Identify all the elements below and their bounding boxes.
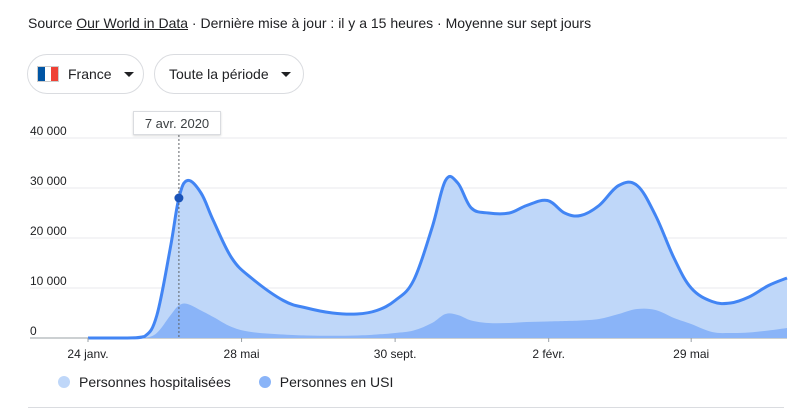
legend-label-usi: Personnes en USI bbox=[279, 374, 394, 390]
chart-legend: Personnes hospitalisées Personnes en USI bbox=[58, 374, 421, 390]
country-filter-dropdown[interactable]: France bbox=[27, 54, 144, 94]
y-tick-label: 30 000 bbox=[30, 174, 67, 188]
flag-stripe-blue bbox=[38, 67, 45, 81]
flag-stripe-white bbox=[44, 67, 52, 81]
source-link[interactable]: Our World in Data bbox=[76, 15, 189, 31]
period-filter-dropdown[interactable]: Toute la période bbox=[154, 54, 304, 94]
legend-dot-usi bbox=[258, 376, 271, 388]
y-tick-label: 40 000 bbox=[30, 124, 67, 138]
x-tick-label: 24 janv. bbox=[67, 347, 108, 361]
legend-label-hospitalises: Personnes hospitalisées bbox=[79, 374, 231, 390]
source-prefix: Source bbox=[28, 15, 73, 31]
y-tick-label: 20 000 bbox=[30, 224, 67, 238]
area-personnes-hospitalisees bbox=[88, 176, 787, 338]
x-tick-label: 28 mai bbox=[224, 347, 260, 361]
bottom-divider bbox=[28, 407, 784, 408]
caret-down-icon bbox=[123, 71, 134, 77]
line-personnes-hospitalisees bbox=[88, 174, 788, 340]
country-filter-label: France bbox=[68, 66, 112, 82]
flag-stripe-red bbox=[51, 67, 59, 81]
x-tick-label: 29 mai bbox=[673, 347, 709, 361]
date-tooltip: 7 avr. 2020 bbox=[133, 111, 221, 135]
y-tick-label: 0 bbox=[30, 324, 37, 338]
france-flag-icon bbox=[37, 66, 59, 82]
caret-down-icon bbox=[280, 71, 291, 77]
x-tick-label: 2 févr. bbox=[532, 347, 565, 361]
y-axis-ticks: 0 10 000 20 000 30 000 40 000 bbox=[30, 124, 67, 338]
covid-hospital-chart[interactable]: 0 10 000 20 000 30 000 40 000 24 janv. 28 mai… bbox=[0, 105, 800, 370]
legend-item-usi[interactable]: Personnes en USI bbox=[258, 374, 394, 390]
legend-item-hospitalises[interactable]: Personnes hospitalisées bbox=[58, 374, 231, 390]
area-personnes-en-usi bbox=[88, 303, 787, 338]
x-axis-ticks: 24 janv. 28 mai 30 sept. 2 févr. 29 mai bbox=[67, 338, 709, 361]
period-filter-label: Toute la période bbox=[169, 66, 269, 82]
source-details: · Dernière mise à jour : il y a 15 heure… bbox=[191, 15, 592, 31]
y-tick-label: 10 000 bbox=[30, 274, 67, 288]
hover-point-marker bbox=[174, 193, 184, 203]
x-tick-label: 30 sept. bbox=[374, 347, 417, 361]
legend-dot-hospitalises bbox=[58, 376, 70, 388]
source-line: Source Our World in Data · Dernière mise… bbox=[28, 15, 591, 31]
